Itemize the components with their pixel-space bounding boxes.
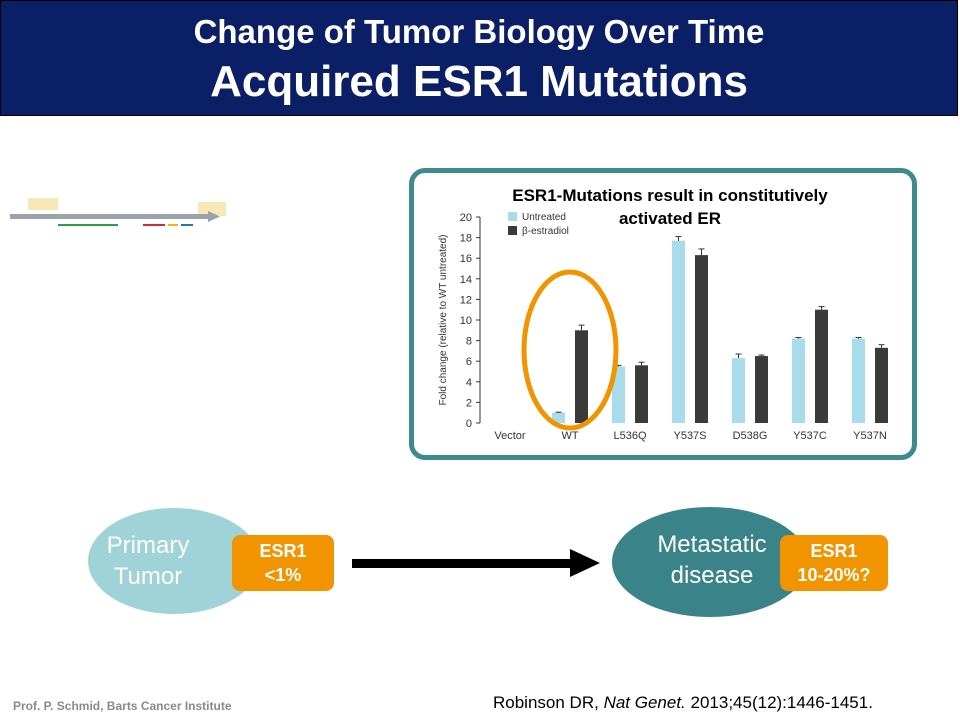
timeline-segment — [168, 224, 178, 226]
text-line: disease — [670, 562, 754, 589]
legend-swatch — [508, 226, 517, 235]
metastatic-esr1-badge: ESR1 10-20%? — [780, 535, 888, 591]
title-bar: Change of Tumor Biology Over Time Acquir… — [0, 0, 958, 116]
bar-Y537N-β-estradiol — [875, 347, 888, 423]
bar-Y537C-Untreated — [792, 338, 805, 423]
reference-journal: Nat Genet. — [603, 693, 686, 712]
y-tick-label: 4 — [466, 377, 472, 389]
primary-esr1-badge: ESR1 <1% — [232, 535, 334, 591]
bar-WT-Untreated — [552, 412, 565, 423]
presenter-credit: Prof. P. Schmid, Barts Cancer Institute — [13, 699, 232, 713]
y-axis-label: Fold change (relative to WT untreated) — [438, 234, 449, 405]
wt-highlight-ellipse — [521, 269, 619, 431]
bar-L536Q-Untreated — [612, 366, 625, 423]
x-tick-label: L536Q — [613, 430, 646, 442]
chart-title-line-1: ESR1-Mutations result in constitutively — [512, 186, 828, 205]
bar-Y537S-Untreated — [672, 240, 685, 423]
text-line: ESR1 — [259, 541, 307, 561]
timeline-segment — [58, 224, 118, 226]
primary-tumor-node: Primary Tumor — [88, 508, 260, 614]
reference-details: 2013;45(12):1446-1451. — [685, 693, 873, 712]
y-tick-label: 12 — [460, 294, 472, 306]
chart-frame — [409, 168, 917, 460]
timeline-segment — [143, 224, 165, 226]
metastatic-disease-label: Metastatic disease — [612, 529, 812, 591]
chart-title: ESR1-Mutations result in constitutively … — [430, 184, 910, 230]
timeline-note — [198, 202, 226, 216]
timeline-note — [28, 198, 58, 210]
bar-Y537C-β-estradiol — [815, 309, 828, 423]
title-line-2: Acquired ESR1 Mutations — [210, 57, 748, 106]
title-line-1: Change of Tumor Biology Over Time — [193, 13, 765, 50]
text-line: Metastatic — [657, 531, 767, 558]
text-line: ESR1 — [810, 541, 858, 561]
bar-D538G-Untreated — [732, 358, 745, 423]
y-tick-label: 20 — [460, 212, 472, 224]
timeline-arrow — [208, 211, 220, 222]
metastatic-disease-node: Metastatic disease — [612, 507, 808, 617]
bar-chart: 0 2 4 6 8 10 12 14 16 18 20 Fold change (relative t… — [438, 212, 888, 442]
chart-title-line-2: activated ER — [618, 209, 722, 228]
x-tick-label: Y537S — [673, 430, 706, 442]
bar-D538G-β-estradiol — [755, 356, 768, 423]
bar-Y537S-β-estradiol — [695, 255, 708, 423]
y-tick-label: 14 — [460, 274, 472, 286]
x-tick-label: Y537C — [793, 430, 827, 442]
timeline-segment — [181, 224, 193, 226]
bar-WT-β-estradiol — [575, 330, 588, 423]
text-line: Primary — [106, 532, 190, 559]
legend-label: Untreated — [522, 212, 566, 223]
bar-L536Q-β-estradiol — [635, 365, 648, 423]
x-tick-label: Vector — [494, 430, 526, 442]
text-line: <1% — [264, 565, 302, 585]
text-line: 10-20%? — [797, 565, 871, 585]
legend-label: β-estradiol — [522, 226, 569, 237]
x-tick-label: D538G — [733, 430, 768, 442]
y-tick-label: 16 — [460, 253, 472, 265]
y-tick-label: 10 — [460, 315, 472, 327]
text-line: Tumor — [113, 563, 183, 590]
bar-Y537N-Untreated — [852, 338, 865, 423]
timeline-axis — [10, 214, 210, 219]
timeline-thumbnail — [10, 198, 226, 226]
progression-arrow-icon — [570, 549, 600, 577]
x-tick-label: WT — [561, 430, 578, 442]
primary-tumor-label: Primary Tumor — [88, 530, 208, 592]
reference-citation: Robinson DR, Nat Genet. 2013;45(12):1446… — [493, 693, 873, 713]
y-tick-label: 8 — [466, 336, 472, 348]
y-tick-label: 6 — [466, 356, 472, 368]
progression-arrow-shaft — [352, 559, 572, 568]
x-tick-label: Y537N — [853, 430, 887, 442]
reference-authors: Robinson DR, — [493, 693, 604, 712]
y-tick-label: 0 — [466, 418, 472, 430]
y-tick-label: 2 — [466, 397, 472, 409]
y-tick-label: 18 — [460, 233, 472, 245]
legend-swatch — [508, 212, 517, 221]
